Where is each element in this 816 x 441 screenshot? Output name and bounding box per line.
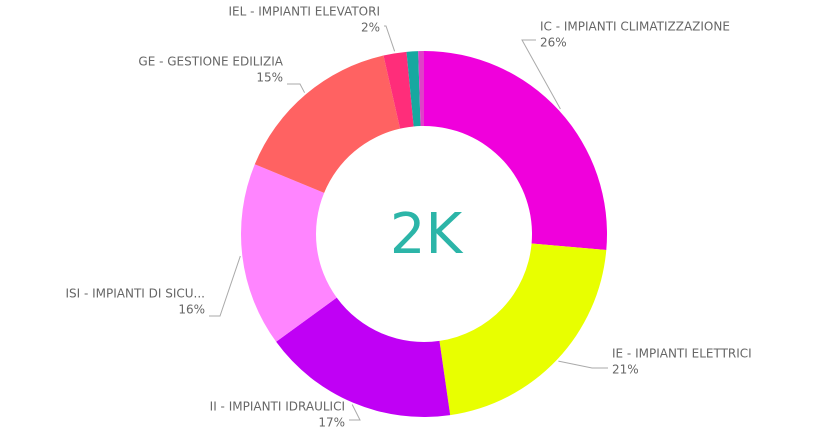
slice-label: IEL - IMPIANTI ELEVATORI (228, 5, 380, 19)
slice (383, 51, 414, 129)
leader-line (384, 25, 396, 52)
slice (439, 243, 607, 416)
slice-label: IE - IMPIANTI ELETTRICI (612, 347, 752, 361)
slice-value-label: 17% (318, 416, 345, 430)
leader-line (209, 255, 241, 317)
leader-line (558, 360, 608, 369)
slice-label: ISI - IMPIANTI DI SICU... (65, 287, 205, 301)
slice-value-label: 16% (178, 303, 205, 317)
slice-value-label: 26% (540, 36, 567, 50)
slice-label: II - IMPIANTI IDRAULICI (210, 400, 345, 414)
leader-line (287, 83, 306, 93)
slice (418, 51, 424, 127)
slice (276, 297, 451, 417)
slice (424, 51, 608, 251)
slice (241, 164, 337, 342)
leader-line (349, 404, 361, 421)
leader-line (521, 39, 561, 110)
slice-value-label: 21% (612, 363, 639, 377)
slice (254, 55, 401, 193)
slice-label: GE - GESTIONE EDILIZIA (138, 55, 283, 69)
slice-value-label: 2% (361, 21, 380, 35)
slice-value-label: 15% (256, 71, 283, 85)
center-label: 2K (390, 202, 464, 267)
slice (406, 51, 421, 127)
slice-label: IC - IMPIANTI CLIMATIZZAZIONE (540, 20, 730, 34)
